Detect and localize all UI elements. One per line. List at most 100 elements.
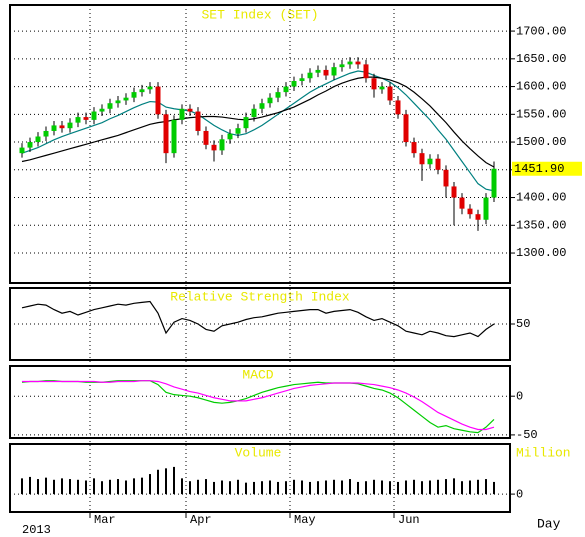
y-tick-label: 50 bbox=[516, 317, 530, 331]
candle-body bbox=[267, 97, 273, 104]
y-tick-label: 1300.00 bbox=[516, 246, 566, 260]
candle-body bbox=[459, 197, 465, 209]
volume-bar bbox=[141, 477, 143, 495]
candle-body bbox=[403, 114, 409, 143]
candle-body bbox=[139, 89, 145, 93]
candle-body bbox=[387, 86, 393, 101]
candle-body bbox=[219, 139, 225, 151]
candle-body bbox=[147, 86, 153, 90]
volume-bar bbox=[85, 480, 87, 495]
candle-body bbox=[339, 64, 345, 68]
volume-bar bbox=[381, 480, 383, 495]
y-tick-label: 0 bbox=[516, 389, 523, 403]
volume-panel bbox=[9, 443, 511, 513]
candle-body bbox=[211, 144, 217, 151]
volume-bar bbox=[165, 468, 167, 495]
candle-body bbox=[475, 214, 481, 220]
candle-body bbox=[251, 108, 257, 118]
volume-bar bbox=[461, 481, 463, 495]
volume-bar bbox=[29, 476, 31, 495]
year-label: 2013 bbox=[22, 523, 51, 537]
volume-bar bbox=[125, 480, 127, 495]
candle-body bbox=[227, 133, 233, 140]
month-label: Jun bbox=[398, 513, 420, 527]
candle-body bbox=[51, 125, 57, 131]
y-tick-label: 1600.00 bbox=[516, 80, 566, 94]
volume-bar bbox=[109, 479, 111, 495]
volume-bar bbox=[181, 478, 183, 495]
volume-bar bbox=[309, 481, 311, 495]
volume-bar bbox=[277, 481, 279, 495]
candle-body bbox=[123, 97, 129, 101]
volume-bar bbox=[157, 469, 159, 495]
candle-body bbox=[19, 147, 25, 154]
volume-bar bbox=[93, 478, 95, 495]
candle-body bbox=[331, 67, 337, 76]
volume-bar bbox=[261, 481, 263, 495]
volume-bar bbox=[37, 479, 39, 495]
volume-bar bbox=[493, 481, 495, 495]
volume-bar bbox=[237, 479, 239, 495]
volume-bar bbox=[149, 474, 151, 495]
candle-body bbox=[99, 108, 105, 112]
y-tick-label: 1400.00 bbox=[516, 191, 566, 205]
candle-body bbox=[419, 153, 425, 165]
candle-body bbox=[203, 130, 209, 145]
volume-bar bbox=[285, 481, 287, 495]
candle-body bbox=[371, 78, 377, 90]
volume-bar bbox=[373, 479, 375, 495]
candle-body bbox=[243, 117, 249, 129]
candle-body bbox=[299, 78, 305, 82]
candle-body bbox=[131, 92, 137, 98]
volume-bar bbox=[341, 480, 343, 495]
volume-bar bbox=[429, 480, 431, 495]
candle-body bbox=[35, 136, 41, 143]
line bbox=[21, 70, 495, 192]
month-label: Apr bbox=[190, 513, 212, 527]
volume-bar bbox=[197, 479, 199, 495]
candle-body bbox=[67, 122, 73, 129]
candle-body bbox=[379, 86, 385, 90]
month-label: Mar bbox=[94, 513, 116, 527]
rsi-title: Relative Strength Index bbox=[170, 289, 350, 304]
candle-body bbox=[179, 108, 185, 120]
last-price-box bbox=[512, 161, 582, 176]
volume-bar bbox=[269, 480, 271, 495]
volume-bar bbox=[77, 479, 79, 495]
volume-bar bbox=[173, 466, 175, 495]
candle-body bbox=[291, 81, 297, 87]
candle-body bbox=[411, 142, 417, 154]
candle-body bbox=[435, 158, 441, 170]
volume-bar bbox=[333, 479, 335, 495]
candle-body bbox=[155, 86, 161, 115]
candle-body bbox=[443, 169, 449, 187]
volume-bar bbox=[453, 478, 455, 495]
candle-body bbox=[115, 100, 121, 104]
candle-body bbox=[347, 61, 353, 65]
volume-bar bbox=[405, 480, 407, 495]
volume-bar bbox=[477, 479, 479, 495]
candle-body bbox=[91, 111, 97, 120]
candle-body bbox=[235, 128, 241, 134]
volume-bar bbox=[117, 479, 119, 495]
candle-body bbox=[27, 142, 33, 148]
volume-bar bbox=[445, 479, 447, 495]
volume-bar bbox=[229, 481, 231, 495]
volume-bar bbox=[349, 479, 351, 495]
volume-bar bbox=[421, 481, 423, 495]
price-title: SET Index (SET) bbox=[201, 7, 318, 22]
candle-body bbox=[355, 61, 361, 65]
volume-bar bbox=[389, 481, 391, 495]
candle-body bbox=[259, 103, 265, 109]
y-tick-label: 1700.00 bbox=[516, 24, 566, 38]
macd-panel bbox=[9, 365, 511, 439]
candle-body bbox=[163, 114, 169, 154]
y-tick-label: 1500.00 bbox=[516, 135, 566, 149]
candle-body bbox=[83, 117, 89, 120]
candle-body bbox=[75, 117, 81, 123]
candle-body bbox=[363, 64, 369, 79]
volume-bar bbox=[101, 481, 103, 495]
line bbox=[21, 300, 495, 338]
candle-body bbox=[395, 100, 401, 115]
